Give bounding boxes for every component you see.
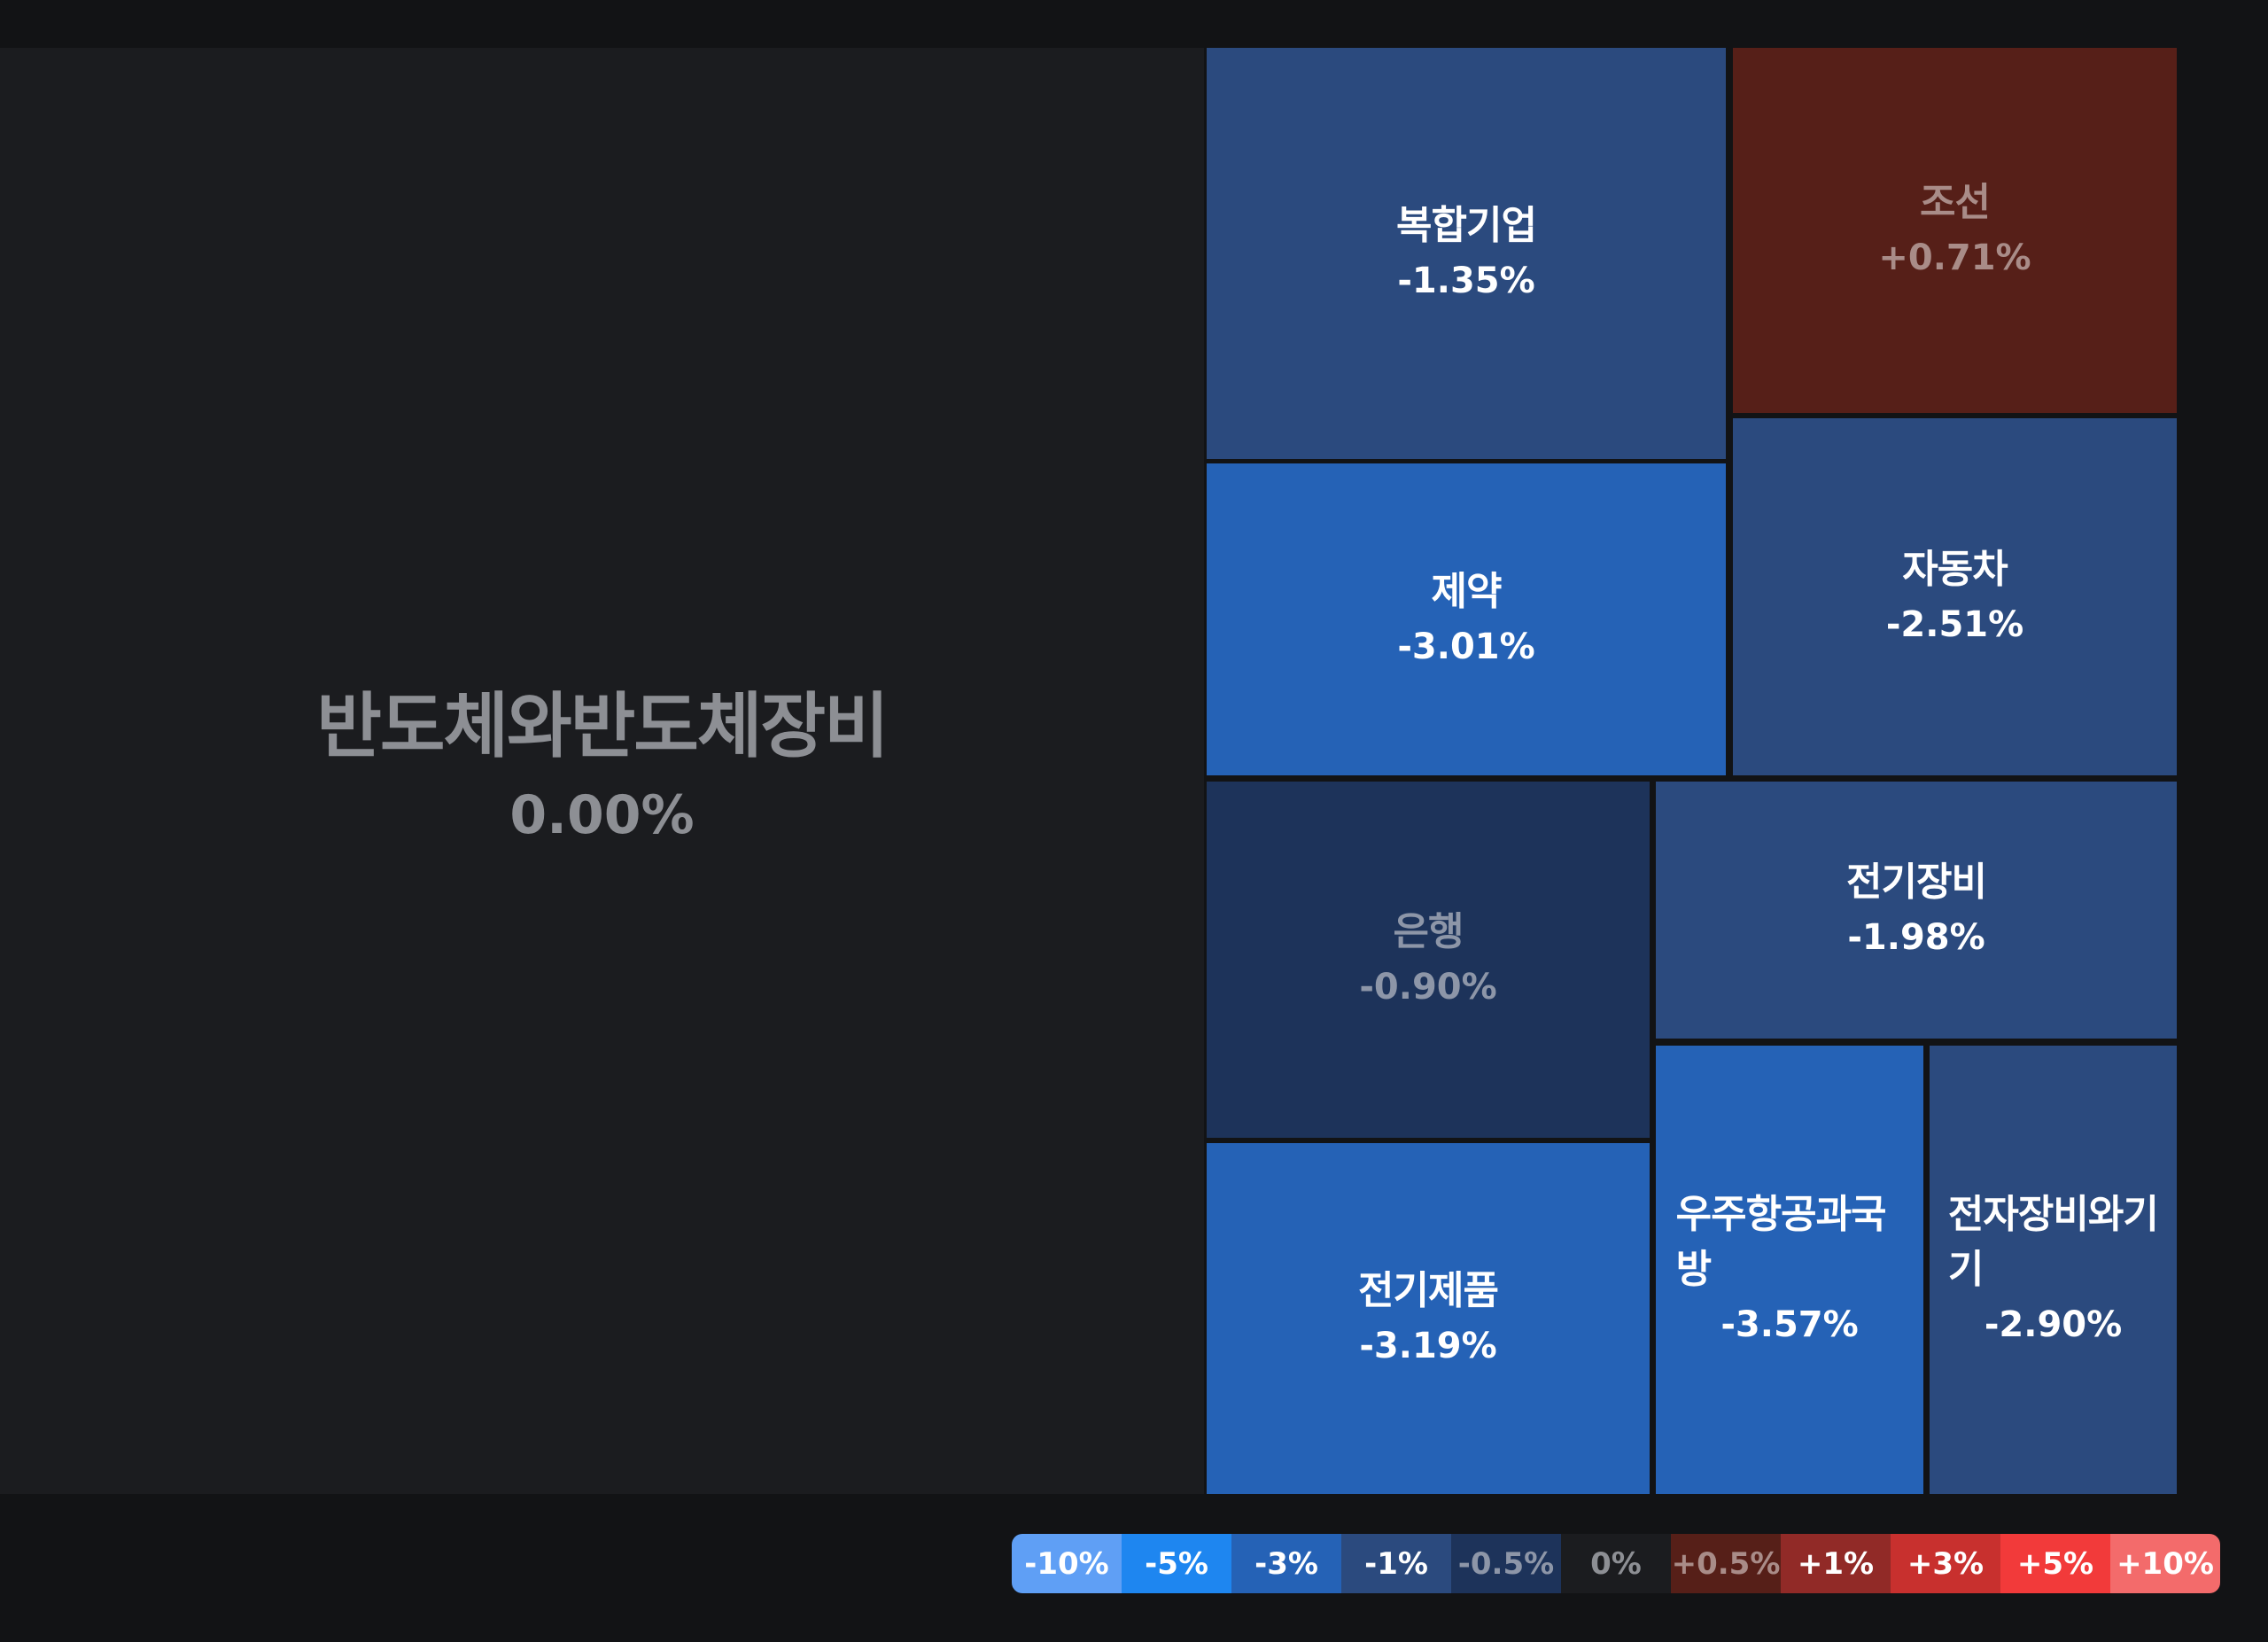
tile-label: 반도체와반도체장비	[316, 685, 889, 767]
legend-item: -3%	[1231, 1534, 1341, 1593]
tile-change: -0.90%	[1359, 967, 1497, 1008]
tile-change: +0.71%	[1878, 237, 2031, 278]
tile-change: -3.01%	[1397, 626, 1535, 667]
legend-item: -10%	[1012, 1534, 1122, 1593]
treemap-tile-7[interactable]: 전기제품 -3.19%	[1207, 1143, 1650, 1494]
tile-change: -2.51%	[1885, 603, 2024, 645]
legend-item: +3%	[1891, 1534, 2000, 1593]
treemap-tile-3[interactable]: 제약 -3.01%	[1207, 463, 1726, 775]
treemap-tile-1[interactable]: 복합기업 -1.35%	[1207, 48, 1726, 459]
tile-label: 조선	[1920, 180, 1991, 225]
legend-item: +1%	[1781, 1534, 1891, 1593]
tile-label: 복합기업	[1396, 203, 1537, 248]
legend-item: -1%	[1341, 1534, 1451, 1593]
treemap-tile-0[interactable]: 반도체와반도체장비 0.00%	[0, 48, 1204, 1494]
tile-label: 전기장비	[1846, 860, 1987, 905]
legend-item: +5%	[2000, 1534, 2110, 1593]
legend-item: +10%	[2110, 1534, 2220, 1593]
treemap-tile-9[interactable]: 전자장비와기기 -2.90%	[1930, 1046, 2177, 1494]
legend-item: 0%	[1561, 1534, 1671, 1593]
tile-change: -3.19%	[1359, 1326, 1497, 1366]
tile-change: 0.00%	[509, 784, 695, 846]
tile-change: -2.90%	[1984, 1304, 2123, 1345]
treemap-tile-4[interactable]: 자동차 -2.51%	[1733, 418, 2177, 775]
treemap-tile-6[interactable]: 전기장비 -1.98%	[1656, 782, 2177, 1039]
tile-change: -1.35%	[1397, 261, 1535, 301]
treemap-tile-5[interactable]: 은행 -0.90%	[1207, 782, 1650, 1138]
tile-label: 우주항공과국방	[1675, 1192, 1887, 1292]
legend-item: +0.5%	[1671, 1534, 1781, 1593]
legend-item: -0.5%	[1451, 1534, 1561, 1593]
tile-label: 은행	[1393, 909, 1464, 954]
tile-label: 제약	[1431, 569, 1503, 614]
tile-label: 자동차	[1902, 546, 2008, 592]
tile-label: 전자장비와기기	[1947, 1192, 2159, 1292]
treemap-tile-2[interactable]: 조선 +0.71%	[1733, 48, 2177, 413]
color-legend: -10% -5% -3% -1% -0.5% 0% +0.5% +1% +3% +5% +10%	[1012, 1534, 2220, 1593]
tile-change: -1.98%	[1847, 917, 1985, 958]
tile-label: 전기제품	[1358, 1268, 1499, 1313]
legend-item: -5%	[1122, 1534, 1231, 1593]
treemap-tile-8[interactable]: 우주항공과국방 -3.57%	[1656, 1046, 1923, 1494]
tile-change: -3.57%	[1720, 1304, 1859, 1345]
